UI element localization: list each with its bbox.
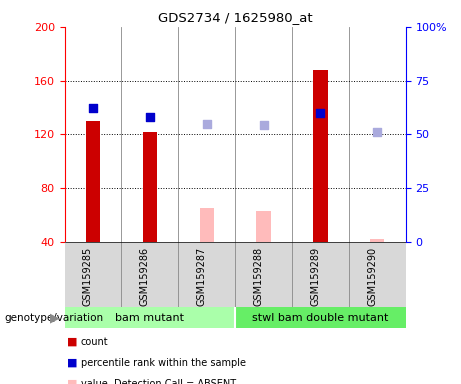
Text: genotype/variation: genotype/variation: [5, 313, 104, 323]
Text: GSM159286: GSM159286: [140, 247, 150, 306]
Text: stwl bam double mutant: stwl bam double mutant: [252, 313, 389, 323]
Text: value, Detection Call = ABSENT: value, Detection Call = ABSENT: [81, 379, 236, 384]
Point: [373, 129, 381, 135]
Text: GSM159287: GSM159287: [197, 247, 207, 306]
Point: [260, 122, 267, 128]
Text: bam mutant: bam mutant: [115, 313, 184, 323]
Text: GSM159288: GSM159288: [254, 247, 264, 306]
Title: GDS2734 / 1625980_at: GDS2734 / 1625980_at: [158, 11, 313, 24]
Text: ▶: ▶: [50, 311, 59, 324]
Text: ■: ■: [67, 337, 77, 347]
Bar: [200, 208, 214, 242]
Bar: [65, 307, 235, 328]
Bar: [143, 132, 157, 242]
Text: ■: ■: [67, 379, 77, 384]
Text: ■: ■: [67, 358, 77, 368]
Bar: [86, 121, 100, 242]
Bar: [370, 239, 384, 242]
Bar: [313, 70, 327, 242]
Point: [146, 114, 154, 120]
Bar: [256, 211, 271, 242]
Text: percentile rank within the sample: percentile rank within the sample: [81, 358, 246, 368]
Text: GSM159290: GSM159290: [367, 247, 377, 306]
Text: GSM159289: GSM159289: [310, 247, 320, 306]
Point: [89, 104, 97, 111]
Bar: [235, 307, 406, 328]
Point: [203, 121, 210, 127]
Text: count: count: [81, 337, 108, 347]
Text: GSM159285: GSM159285: [83, 247, 93, 306]
Point: [317, 110, 324, 116]
